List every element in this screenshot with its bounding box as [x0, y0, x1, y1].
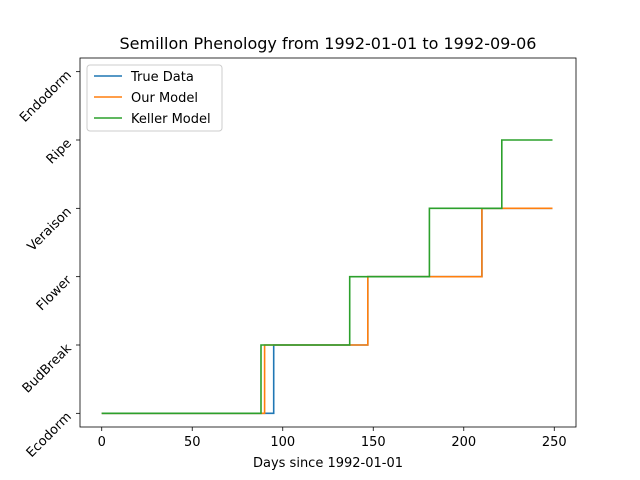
legend-label: Keller Model: [131, 112, 211, 127]
legend: True Data Our Model Keller Model: [86, 64, 223, 132]
x-tick-label: 250: [542, 435, 567, 450]
series-line-keller-model: [101, 139, 553, 415]
x-tick-label: 100: [270, 435, 295, 450]
x-axis-label: Days since 1992-01-01: [253, 456, 403, 471]
legend-label: Our Model: [131, 91, 198, 106]
series-line-our-model: [101, 207, 553, 415]
x-axis: 0 50 100 150 200 250: [98, 427, 567, 450]
x-tick-label: 150: [361, 435, 386, 450]
chart-title: Semillon Phenology from 1992-01-01 to 19…: [120, 34, 537, 53]
x-tick-label: 200: [451, 435, 476, 450]
legend-label: True Data: [130, 70, 194, 85]
legend-box: [86, 64, 223, 132]
x-tick-label: 0: [98, 435, 106, 450]
x-tick-label: 50: [184, 435, 201, 450]
plot-area: [101, 139, 553, 415]
axes-frame: [79, 57, 577, 428]
